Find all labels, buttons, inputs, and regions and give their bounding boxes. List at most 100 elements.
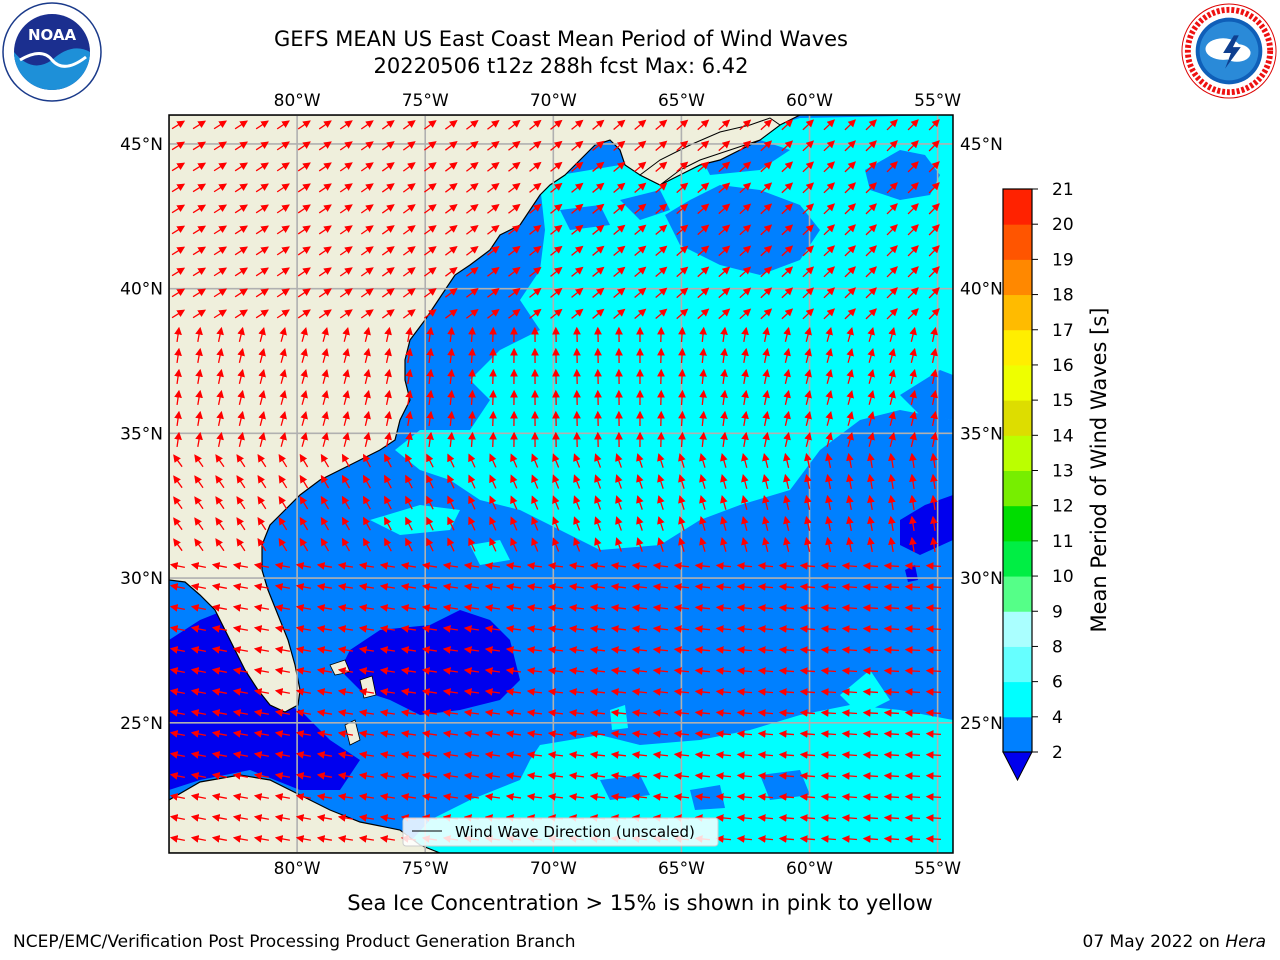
direction-arrow	[526, 604, 543, 612]
direction-arrow	[655, 119, 668, 131]
direction-arrow	[442, 562, 459, 570]
direction-arrow	[192, 267, 207, 277]
direction-arrow	[720, 368, 728, 385]
direction-arrow	[699, 347, 707, 364]
direction-arrow	[529, 245, 542, 256]
direction-arrow	[928, 203, 940, 215]
direction-arrow	[867, 494, 875, 511]
direction-arrow	[739, 203, 752, 215]
direction-arrow	[341, 474, 351, 489]
direction-arrow	[402, 183, 416, 193]
direction-arrow	[823, 224, 836, 236]
direction-arrow	[550, 182, 563, 193]
direction-arrow	[316, 667, 333, 675]
direction-arrow	[341, 495, 351, 510]
direction-arrow	[613, 308, 626, 319]
direction-arrow	[468, 410, 476, 427]
direction-arrow	[718, 182, 731, 194]
direction-arrow	[337, 688, 354, 696]
direction-arrow	[442, 583, 459, 591]
direction-arrow	[341, 516, 351, 531]
direction-arrow	[526, 625, 543, 633]
direction-arrow	[174, 431, 182, 448]
direction-arrow	[321, 368, 329, 384]
direction-arrow	[589, 646, 606, 654]
direction-arrow	[316, 646, 333, 654]
direction-arrow	[487, 224, 500, 235]
direction-arrow	[804, 368, 812, 384]
direction-arrow	[321, 410, 329, 426]
direction-arrow	[194, 475, 204, 489]
direction-arrow	[907, 140, 919, 152]
direction-arrow	[360, 288, 374, 298]
direction-arrow	[295, 583, 312, 591]
direction-arrow	[174, 368, 182, 385]
direction-arrow	[657, 516, 665, 531]
direction-arrow	[676, 161, 689, 173]
direction-arrow	[613, 245, 626, 256]
direction-arrow	[174, 410, 182, 427]
direction-arrow	[699, 326, 707, 343]
direction-arrow	[655, 203, 668, 215]
direction-arrow	[673, 562, 690, 570]
colorbar-band	[1003, 400, 1032, 436]
direction-arrow	[384, 431, 392, 447]
direction-arrow	[781, 161, 794, 173]
direction-arrow	[258, 326, 266, 342]
direction-arrow	[318, 183, 332, 193]
direction-arrow	[571, 203, 584, 214]
direction-arrow	[278, 537, 288, 552]
direction-arrow	[883, 562, 900, 570]
direction-arrow	[342, 326, 350, 342]
direction-arrow	[678, 347, 686, 364]
direction-arrow	[802, 161, 815, 173]
direction-arrow	[213, 183, 228, 193]
direction-arrow	[379, 688, 396, 696]
direction-arrow	[234, 288, 248, 298]
direction-arrow	[778, 562, 795, 570]
direction-arrow	[862, 709, 879, 717]
direction-arrow	[820, 646, 837, 654]
direction-arrow	[699, 453, 707, 468]
direction-arrow	[171, 183, 186, 193]
direction-arrow	[339, 204, 353, 214]
direction-arrow	[925, 583, 942, 591]
direction-arrow	[720, 431, 728, 448]
direction-arrow	[447, 389, 455, 406]
direction-arrow	[846, 327, 854, 342]
direction-arrow	[442, 604, 459, 612]
direction-arrow	[823, 140, 836, 152]
direction-arrow	[904, 751, 921, 759]
direction-arrow	[799, 667, 816, 675]
direction-arrow	[844, 140, 856, 152]
direction-arrow	[930, 473, 938, 490]
direction-arrow	[381, 225, 395, 235]
direction-arrow	[907, 119, 919, 131]
direction-arrow	[904, 793, 921, 801]
nws-logo	[1181, 3, 1277, 99]
direction-arrow	[741, 473, 749, 489]
direction-arrow	[276, 309, 290, 319]
direction-arrow	[447, 495, 455, 510]
direction-arrow	[930, 326, 938, 342]
lon-label-top: 70°W	[530, 91, 577, 111]
direction-arrow	[886, 266, 898, 278]
direction-arrow	[634, 140, 647, 152]
direction-arrow	[234, 246, 248, 256]
direction-arrow	[615, 453, 623, 468]
direction-arrow	[232, 625, 248, 633]
direction-arrow	[529, 161, 542, 172]
direction-arrow	[487, 161, 500, 172]
direction-arrow	[358, 730, 375, 738]
direction-arrow	[678, 410, 686, 427]
direction-arrow	[276, 183, 290, 193]
direction-arrow	[463, 625, 480, 633]
direction-arrow	[888, 326, 896, 342]
direction-arrow	[697, 245, 710, 257]
direction-arrow	[655, 161, 668, 173]
direction-arrow	[739, 182, 752, 194]
direction-arrow	[279, 389, 287, 405]
direction-arrow	[297, 246, 311, 256]
direction-arrow	[402, 162, 416, 172]
lon-labels-bottom: 80°W 75°W 70°W 65°W 60°W 55°W	[274, 859, 962, 879]
